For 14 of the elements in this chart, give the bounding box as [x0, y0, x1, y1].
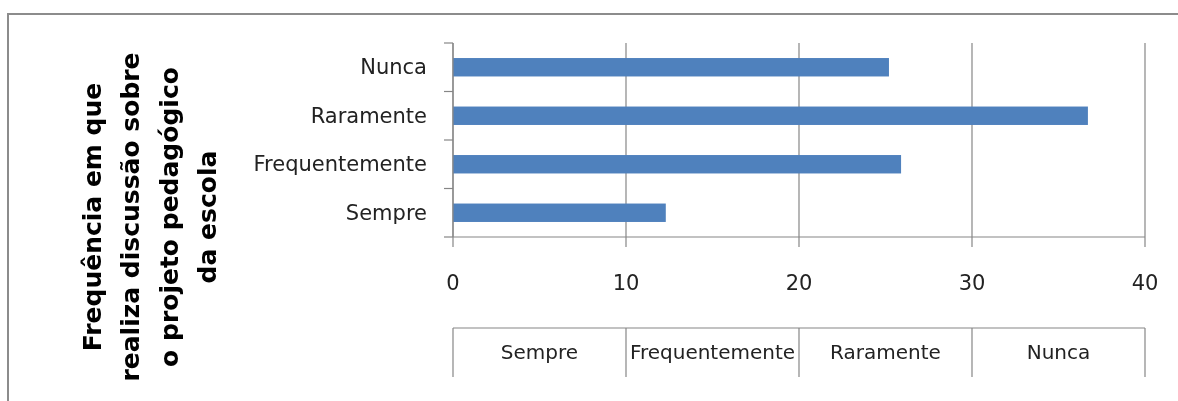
x-tick-label: 30	[958, 271, 986, 295]
y-tick-label: Sempre	[345, 200, 427, 225]
y-tick-label: Raramente	[310, 103, 427, 128]
y-tick-label: Frequentemente	[253, 152, 427, 177]
category-label: Raramente	[830, 340, 941, 364]
y-tick-label: Nunca	[360, 55, 427, 80]
x-tick-label: 40	[1131, 271, 1159, 295]
category-label: Nunca	[1026, 340, 1091, 364]
x-tick-label: 10	[612, 271, 640, 295]
x-tick-label: 20	[785, 271, 813, 295]
category-label: Frequentemente	[629, 340, 796, 364]
x-tick-label: 0	[446, 271, 460, 295]
y-axis-title: Frequência em que realiza discussão sobre o projeto pedagógico da escola	[77, 52, 223, 382]
category-label: Sempre	[500, 340, 579, 364]
